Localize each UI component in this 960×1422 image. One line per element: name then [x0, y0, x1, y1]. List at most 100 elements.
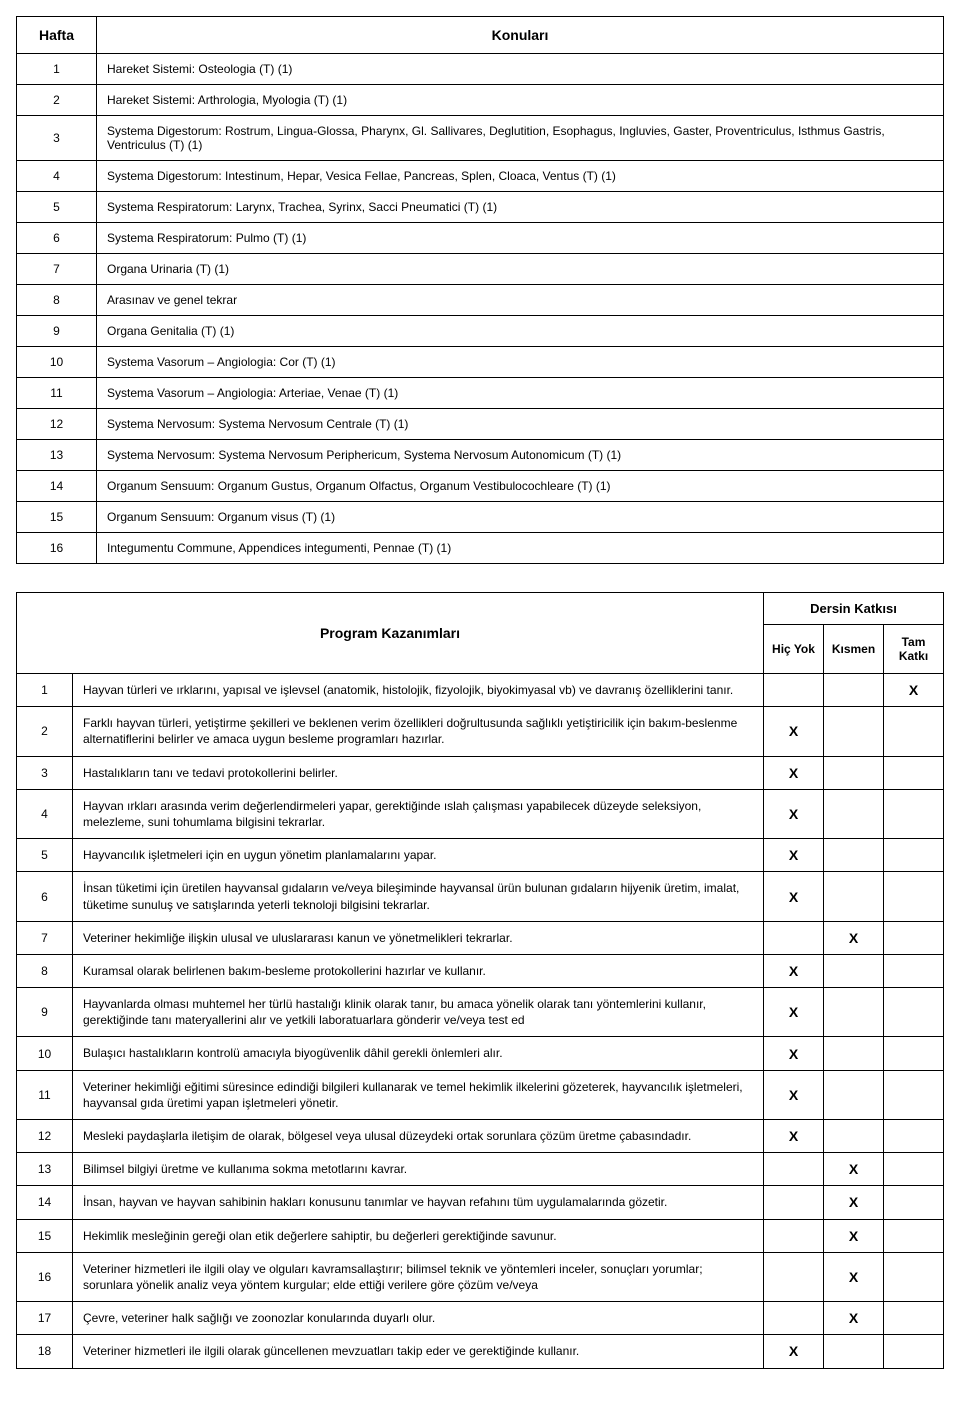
outcome-number: 12 — [17, 1120, 73, 1153]
outcome-mark-partial — [824, 954, 884, 987]
week-number: 4 — [17, 161, 97, 192]
outcome-number: 4 — [17, 789, 73, 838]
outcome-number: 16 — [17, 1252, 73, 1301]
week-number: 14 — [17, 471, 97, 502]
outcome-number: 1 — [17, 674, 73, 707]
outcomes-header-none: Hiç Yok — [764, 625, 824, 674]
week-number: 1 — [17, 54, 97, 85]
week-topic: Systema Digestorum: Intestinum, Hepar, V… — [97, 161, 944, 192]
week-topic: Systema Nervosum: Systema Nervosum Perip… — [97, 440, 944, 471]
outcome-mark-full — [884, 1070, 944, 1119]
week-number: 11 — [17, 378, 97, 409]
outcome-mark-partial: X — [824, 921, 884, 954]
outcome-mark-partial — [824, 1335, 884, 1368]
outcome-mark-none: X — [764, 872, 824, 921]
week-topic: Arasınav ve genel tekrar — [97, 285, 944, 316]
week-number: 3 — [17, 116, 97, 161]
outcome-description: Bilimsel bilgiyi üretme ve kullanıma sok… — [73, 1153, 764, 1186]
table-row: 18Veteriner hizmetleri ile ilgili olarak… — [17, 1335, 944, 1368]
outcome-mark-full — [884, 954, 944, 987]
outcome-description: Veteriner hekimliğe ilişkin ulusal ve ul… — [73, 921, 764, 954]
outcome-mark-partial — [824, 1120, 884, 1153]
outcome-description: İnsan, hayvan ve hayvan sahibinin haklar… — [73, 1186, 764, 1219]
outcome-mark-full — [884, 1335, 944, 1368]
weeks-header-topics: Konuları — [97, 17, 944, 54]
week-topic: Systema Digestorum: Rostrum, Lingua-Glos… — [97, 116, 944, 161]
outcome-number: 8 — [17, 954, 73, 987]
table-row: 16Veteriner hizmetleri ile ilgili olay v… — [17, 1252, 944, 1301]
outcome-mark-none: X — [764, 789, 824, 838]
outcome-mark-full — [884, 1037, 944, 1070]
table-row: 7Veteriner hekimliğe ilişkin ulusal ve u… — [17, 921, 944, 954]
outcome-description: Veteriner hizmetleri ile ilgili olarak g… — [73, 1335, 764, 1368]
outcome-description: Hayvanlarda olması muhtemel her türlü ha… — [73, 988, 764, 1037]
outcome-mark-full — [884, 1252, 944, 1301]
outcome-mark-none — [764, 1153, 824, 1186]
outcome-mark-partial — [824, 1037, 884, 1070]
outcome-mark-full — [884, 756, 944, 789]
table-row: 12Systema Nervosum: Systema Nervosum Cen… — [17, 409, 944, 440]
week-topic: Systema Respiratorum: Larynx, Trachea, S… — [97, 192, 944, 223]
outcome-description: Bulaşıcı hastalıkların kontrolü amacıyla… — [73, 1037, 764, 1070]
outcome-mark-none — [764, 1186, 824, 1219]
outcome-mark-none — [764, 1252, 824, 1301]
table-row: 3Systema Digestorum: Rostrum, Lingua-Glo… — [17, 116, 944, 161]
outcome-mark-partial: X — [824, 1186, 884, 1219]
outcome-mark-none — [764, 1219, 824, 1252]
table-row: 13Systema Nervosum: Systema Nervosum Per… — [17, 440, 944, 471]
table-row: 2Farklı hayvan türleri, yetiştirme şekil… — [17, 707, 944, 756]
outcome-number: 3 — [17, 756, 73, 789]
week-number: 2 — [17, 85, 97, 116]
table-row: 13Bilimsel bilgiyi üretme ve kullanıma s… — [17, 1153, 944, 1186]
outcome-mark-none: X — [764, 1120, 824, 1153]
outcome-mark-none — [764, 1302, 824, 1335]
week-number: 9 — [17, 316, 97, 347]
outcome-number: 15 — [17, 1219, 73, 1252]
week-number: 15 — [17, 502, 97, 533]
week-topic: Hareket Sistemi: Arthrologia, Myologia (… — [97, 85, 944, 116]
week-topic: Integumentu Commune, Appendices integume… — [97, 533, 944, 564]
table-row: 9Hayvanlarda olması muhtemel her türlü h… — [17, 988, 944, 1037]
outcome-mark-partial — [824, 789, 884, 838]
week-number: 8 — [17, 285, 97, 316]
outcome-mark-full — [884, 707, 944, 756]
outcome-description: Veteriner hekimliği eğitimi süresince ed… — [73, 1070, 764, 1119]
week-number: 13 — [17, 440, 97, 471]
outcomes-header-contrib: Dersin Katkısı — [764, 593, 944, 625]
outcome-description: Çevre, veteriner halk sağlığı ve zoonozl… — [73, 1302, 764, 1335]
outcomes-header-partial: Kısmen — [824, 625, 884, 674]
table-row: 7Organa Urinaria (T) (1) — [17, 254, 944, 285]
outcome-number: 14 — [17, 1186, 73, 1219]
outcome-mark-none — [764, 921, 824, 954]
table-row: 8Arasınav ve genel tekrar — [17, 285, 944, 316]
outcome-mark-full: X — [884, 674, 944, 707]
table-row: 14İnsan, hayvan ve hayvan sahibinin hakl… — [17, 1186, 944, 1219]
table-row: 6İnsan tüketimi için üretilen hayvansal … — [17, 872, 944, 921]
outcome-number: 7 — [17, 921, 73, 954]
outcome-mark-full — [884, 1302, 944, 1335]
week-topic: Organa Genitalia (T) (1) — [97, 316, 944, 347]
outcome-mark-full — [884, 1153, 944, 1186]
table-row: 4Hayvan ırkları arasında verim değerlend… — [17, 789, 944, 838]
outcome-description: Mesleki paydaşlarla iletişim de olarak, … — [73, 1120, 764, 1153]
outcome-number: 5 — [17, 839, 73, 872]
week-topic: Systema Respiratorum: Pulmo (T) (1) — [97, 223, 944, 254]
table-row: 5Systema Respiratorum: Larynx, Trachea, … — [17, 192, 944, 223]
outcome-number: 17 — [17, 1302, 73, 1335]
outcome-mark-partial — [824, 872, 884, 921]
week-number: 5 — [17, 192, 97, 223]
outcome-mark-full — [884, 1219, 944, 1252]
outcome-mark-partial — [824, 674, 884, 707]
outcome-mark-partial — [824, 707, 884, 756]
week-number: 10 — [17, 347, 97, 378]
outcome-description: Hayvan türleri ve ırklarını, yapısal ve … — [73, 674, 764, 707]
outcome-mark-none: X — [764, 954, 824, 987]
outcome-mark-full — [884, 872, 944, 921]
week-number: 12 — [17, 409, 97, 440]
week-topic: Systema Vasorum – Angiologia: Cor (T) (1… — [97, 347, 944, 378]
outcome-mark-partial: X — [824, 1252, 884, 1301]
outcome-number: 2 — [17, 707, 73, 756]
table-row: 11Veteriner hekimliği eğitimi süresince … — [17, 1070, 944, 1119]
outcome-number: 18 — [17, 1335, 73, 1368]
outcome-mark-partial — [824, 1070, 884, 1119]
